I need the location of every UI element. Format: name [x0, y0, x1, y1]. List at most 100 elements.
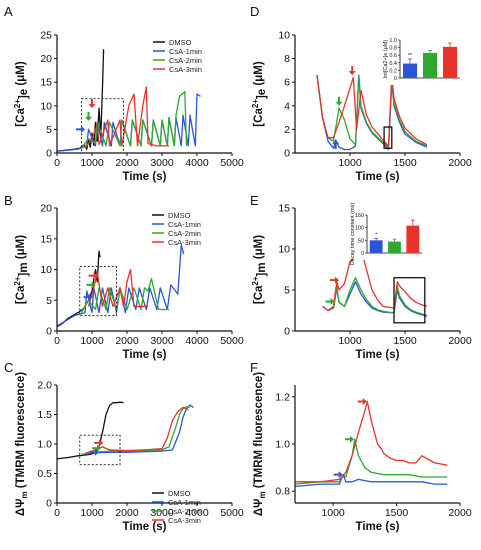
inset-bar-csa-2min	[423, 52, 437, 78]
panel-c: C 0 1000 2000 3000 4000 5000 0 0.5 1.0 1.5 2.0 Time …	[4, 360, 244, 533]
y-axis-title-sub: m	[258, 491, 267, 498]
series-line-csa-3min	[322, 248, 428, 312]
x-tick-label: 5000	[220, 157, 244, 169]
y-axis-title-unit: (μM)	[15, 235, 27, 263]
inset-bar-csa-2min	[388, 241, 401, 253]
y-axis-title-sub: ]e	[256, 89, 268, 99]
panel-letter: D	[250, 4, 259, 19]
legend-entry: CsA-1min	[168, 220, 201, 229]
inset-bar-chart: 0 50 100 150 * Decay time constant (ms)	[350, 203, 424, 265]
x-tick-label: 1000	[338, 157, 362, 169]
series-line-csa-3min	[84, 406, 189, 455]
legend-entry: CsA-1min	[168, 498, 201, 507]
x-axis-title: Time (s)	[356, 521, 400, 533]
y-tick-label: 10	[40, 264, 52, 276]
x-tick-label: 0	[54, 335, 60, 347]
legend-entry: CsA-2min	[168, 507, 201, 516]
annotation-arrow	[330, 276, 339, 284]
inset-y-title: Int[Ca2+]e (μM)	[383, 40, 389, 79]
legend-entry: CsA-2min	[169, 56, 202, 65]
panel-b: B 0 1000 2000 3000 4000 5000 0 5 10 15 20 Time (s) [C…	[4, 193, 244, 361]
annotation-arrow	[88, 272, 98, 280]
y-tick-label: 10	[278, 244, 290, 256]
y-axis-title-sup: 2+	[251, 99, 260, 108]
series-line-csa-2min	[80, 90, 188, 149]
y-axis-title: [Ca2+]e (μM)	[13, 61, 30, 127]
series-line-csa-1min	[81, 404, 194, 456]
y-axis-title-sub: ]m	[18, 262, 30, 276]
series-line-csa-3min	[87, 268, 148, 308]
legend-entry: DMSO	[168, 489, 191, 498]
x-tick-label: 4000	[185, 335, 209, 347]
panel-letter: A	[4, 4, 13, 19]
y-tick-label: 6	[284, 77, 290, 89]
legend-entry: DMSO	[168, 211, 191, 220]
y-tick-label: 5	[284, 285, 290, 297]
y-tick-label: 1.5	[37, 409, 52, 421]
x-tick-label: 1000	[80, 335, 104, 347]
y-axis-title-unit: (μM)	[15, 61, 27, 89]
y-tick-label: 0	[284, 148, 290, 160]
x-axis-title: Time (s)	[123, 171, 167, 183]
inset-y-tick-label: 1.0	[389, 38, 397, 44]
y-tick-label: 15	[278, 203, 290, 215]
y-tick-label: 20	[40, 203, 52, 215]
y-tick-label: 0.8	[275, 486, 290, 498]
inset-bar-chart: 0 0.20.4 0.60.8 1.0 ** Int[Ca2+]e (μM)	[383, 37, 462, 85]
annotation-arrow	[357, 398, 367, 406]
x-axis-title: Time (s)	[356, 171, 400, 183]
inset-significance: **	[408, 53, 413, 59]
x-tick-label: 2000	[115, 507, 139, 519]
annotation-arrow	[85, 111, 92, 121]
x-tick-label: 0	[54, 157, 60, 169]
y-axis-title: ΔΨm (TMRM fluorescence)	[15, 372, 29, 516]
inset-y-tick-label: 0	[394, 76, 397, 82]
y-axis-title-unit: (TMRM fluorescence)	[253, 372, 265, 492]
inset-y-tick-label: 50	[358, 238, 364, 244]
y-tick-label: 0	[46, 148, 52, 160]
x-tick-label: 1500	[385, 507, 409, 519]
x-tick-label: 5000	[220, 335, 244, 347]
y-axis-title: [Ca2+]m (μM)	[13, 235, 30, 304]
y-axis-title-main: [Ca	[15, 285, 27, 304]
x-tick-label: 4000	[185, 507, 209, 519]
y-axis-title: [Ca2+]m (μM)	[251, 235, 268, 304]
series-line-csa-2min	[80, 278, 169, 313]
legend-entry: CsA-3min	[168, 238, 201, 247]
panel-letter: E	[250, 193, 259, 208]
y-tick-label: 8	[284, 53, 290, 65]
y-axis-title-sup: 2+	[251, 276, 260, 285]
annotation-arrow	[335, 96, 343, 106]
x-tick-label: 3000	[150, 157, 174, 169]
y-tick-label: 15	[40, 77, 52, 89]
legend-entry: CsA-2min	[168, 229, 201, 238]
y-tick-label: 25	[40, 30, 52, 42]
inset-y-tick-label: 100	[355, 226, 364, 232]
y-tick-label: 2	[284, 124, 290, 136]
x-tick-label: 1000	[338, 335, 362, 347]
y-axis-title-unit: (μM)	[253, 235, 265, 263]
y-tick-label: 1.0	[275, 439, 290, 451]
y-tick-label: 5	[46, 124, 52, 136]
panel-letter: C	[4, 360, 13, 375]
inset-bar-csa-1min	[369, 240, 383, 253]
inset-y-tick-label: 0.2	[389, 68, 397, 74]
y-axis-title-sub: m	[20, 491, 29, 498]
series-line-csa-1min	[316, 74, 428, 151]
zoom-box	[393, 277, 426, 324]
y-axis-title-main: [Ca	[253, 285, 265, 304]
annotation-arrow	[94, 439, 104, 447]
y-tick-label: 20	[40, 53, 52, 65]
inset-y-tick-label: 0.6	[389, 53, 397, 59]
series-line-csa-2min	[294, 438, 448, 485]
y-tick-label: 4	[284, 100, 290, 112]
y-tick-label: 0	[284, 326, 290, 338]
panel-a: A 0 1000 2000 3000 4000 5000 0 5 10 15 20 25 Time (s)…	[4, 4, 244, 183]
y-tick-label: 2.0	[37, 380, 52, 392]
y-tick-label: 10	[40, 100, 52, 112]
y-tick-label: 0	[46, 326, 52, 338]
inset-bar-csa-3min	[406, 225, 420, 253]
zoom-box	[383, 126, 393, 149]
x-axis-title: Time (s)	[356, 349, 400, 361]
y-tick-label: 5	[46, 295, 52, 307]
